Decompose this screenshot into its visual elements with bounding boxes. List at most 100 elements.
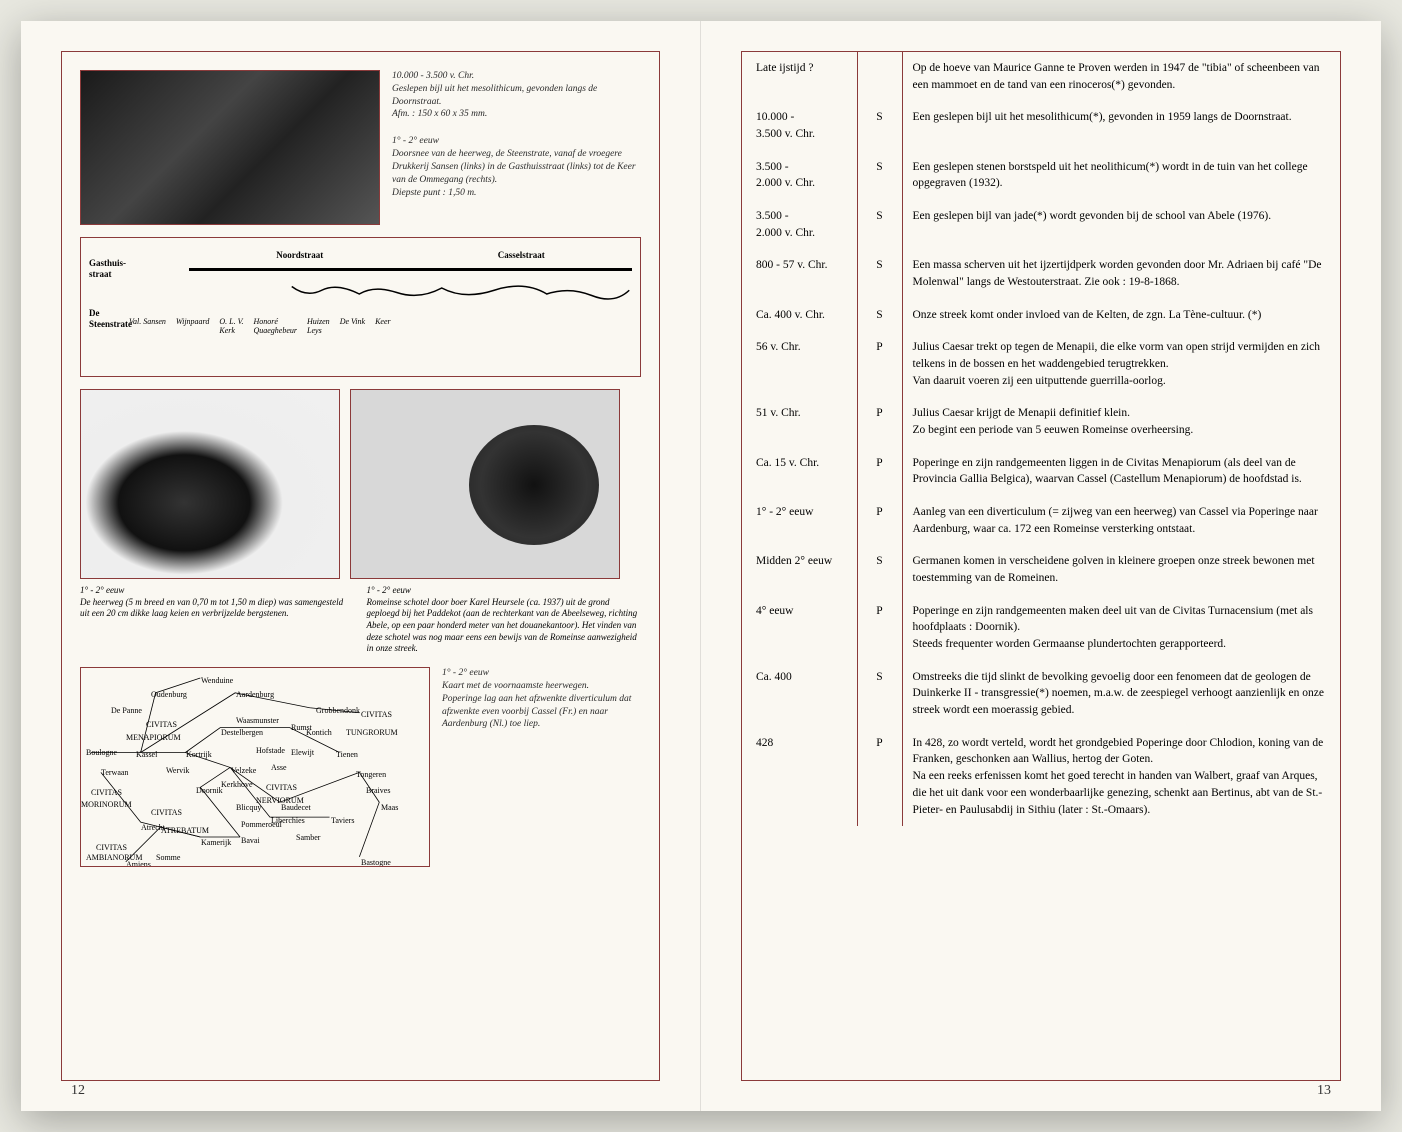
timeline-desc: Een massa scherven uit het ijzertijdperk… [902,249,1340,298]
dish-caption: 1° - 2° eeuw Romeinse schotel door boer … [367,585,642,655]
map-label: Kassel [136,750,157,759]
timeline-desc: Op de hoeve van Maurice Ganne te Proven … [902,52,1340,101]
map-label: Kortrijk [186,750,212,759]
timeline-frame: Late ijstijd ? Op de hoeve van Maurice Ga… [741,51,1341,1081]
timeline-mark: S [857,299,902,332]
timeline-desc: Omstreeks die tijd slinkt de bevolking g… [902,661,1340,727]
timeline-row: 3.500 - 2.000 v. Chr.SEen geslepen bijl … [742,200,1340,249]
timeline-date: Midden 2° eeuw [742,545,857,594]
map-label: Kerkhove [221,780,253,789]
map-label: Velzeke [231,766,256,775]
map-head: 1° - 2° eeuw [442,667,641,680]
map-label: CIVITAS [91,788,122,797]
timeline-date: 1° - 2° eeuw [742,496,857,545]
map-label: Doornik [196,786,223,795]
stones-photo [80,389,340,579]
stones-head: 1° - 2° eeuw [80,585,124,595]
map-label: Taviers [331,816,354,825]
timeline-desc: Onze streek komt onder invloed van de Ke… [902,299,1340,332]
timeline-row: 1° - 2° eeuwPAanleg van een diverticulum… [742,496,1340,545]
timeline-mark: S [857,151,902,200]
map-label: Waasmunster [236,716,279,725]
timeline-row: Ca. 400 v. Chr.SOnze streek komt onder i… [742,299,1340,332]
timeline-row: 800 - 57 v. Chr.SEen massa scherven uit … [742,249,1340,298]
map-label: Oudenburg [151,690,187,699]
map-label: Boulogne [86,748,117,757]
axe-caption: 10.000 - 3.500 v. Chr. Geslepen bijl uit… [392,70,641,225]
map-label: Bastogne [361,858,391,867]
axe-photo [80,70,380,225]
timeline-date: Ca. 400 [742,661,857,727]
map-label: Destelbergen [221,728,263,737]
db-2: O. L. V. Kerk [219,317,243,335]
map-label: CIVITAS [96,843,127,852]
map-label: Somme [156,853,180,862]
timeline-mark: P [857,331,902,397]
diagram-bottom-labels: Val. Sansen Wijnpaard O. L. V. Kerk Hono… [129,317,632,335]
timeline-desc: Een geslepen bijl van jade(*) wordt gevo… [902,200,1340,249]
map-label: CIVITAS [146,720,177,729]
timeline-mark: P [857,727,902,826]
dish-head: 1° - 2° eeuw [367,585,411,595]
diagram-profile [189,279,732,309]
timeline-desc: Poperinge en zijn randgemeenten maken de… [902,595,1340,661]
map-label: Elewijt [291,748,314,757]
timeline-desc: In 428, zo wordt verteld, wordt het gron… [902,727,1340,826]
timeline-mark: S [857,200,902,249]
db-6: Keer [375,317,391,335]
timeline-date: Ca. 400 v. Chr. [742,299,857,332]
map-label: Amiens [126,860,151,867]
map-caption: 1° - 2° eeuw Kaart met de voornaamste he… [442,667,641,867]
map-label: CIVITAS [266,783,297,792]
timeline-mark: P [857,496,902,545]
timeline-mark: S [857,249,902,298]
map-label: Bavai [241,836,260,845]
timeline-mark: S [857,545,902,594]
timeline-mark: S [857,101,902,150]
axe-cap-head1: 10.000 - 3.500 v. Chr. [392,70,641,83]
diagram-label-steenstrate: De Steenstrate [89,308,132,330]
timeline-row: 56 v. Chr.PJulius Caesar trekt op tegen … [742,331,1340,397]
db-0: Val. Sansen [129,317,166,335]
map-label: Baudecet [281,803,311,812]
axe-cap-body1: Geslepen bijl uit het mesolithicum, gevo… [392,83,641,121]
page-number-right: 13 [1317,1083,1331,1099]
map-label: ATREBATUM [161,826,209,835]
diagram-road-line [189,268,632,271]
timeline-date: 10.000 - 3.500 v. Chr. [742,101,857,150]
timeline-row: Late ijstijd ? Op de hoeve van Maurice Ga… [742,52,1340,101]
timeline-mark: P [857,447,902,496]
timeline-row: 3.500 - 2.000 v. Chr.SEen geslepen stene… [742,151,1340,200]
page-left-frame: 10.000 - 3.500 v. Chr. Geslepen bijl uit… [61,51,660,1081]
stones-body: De heerweg (5 m breed en van 0,70 m tot … [80,597,343,619]
map-block: WenduineOudenburgAardenburgDe PanneCIVIT… [80,667,641,867]
timeline-row: 51 v. Chr.PJulius Caesar krijgt de Menap… [742,397,1340,446]
timeline-date: Ca. 15 v. Chr. [742,447,857,496]
artifact-captions: 1° - 2° eeuw De heerweg (5 m breed en va… [80,585,641,655]
book-spread: 10.000 - 3.500 v. Chr. Geslepen bijl uit… [21,21,1381,1111]
timeline-desc: Germanen komen in verscheidene golven in… [902,545,1340,594]
map-label: Wenduine [201,676,233,685]
map-label: Tongeren [356,770,386,779]
map-label: MENAPIORUM [126,733,181,742]
timeline-desc: Een geslepen bijl uit het mesolithicum(*… [902,101,1340,150]
page-left: 10.000 - 3.500 v. Chr. Geslepen bijl uit… [21,21,701,1111]
map-label: Blicquy [236,803,261,812]
timeline-date: 428 [742,727,857,826]
artifacts-row [80,389,641,579]
diagram-top-1: Noordstraat [276,250,323,260]
db-5: De Vink [340,317,365,335]
timeline-date: Late ijstijd ? [742,52,857,101]
axe-cap-head2: 1° - 2° eeuw [392,135,641,148]
diagram-label-gasthuis: Gasthuis- straat [89,258,126,280]
db-4: Huizen Leys [307,317,330,335]
timeline-row: 10.000 - 3.500 v. Chr.SEen geslepen bijl… [742,101,1340,150]
page-number-left: 12 [71,1083,85,1099]
cross-section-diagram: Gasthuis- straat Noordstraat Casselstraa… [80,237,641,377]
timeline-row: Ca. 400SOmstreeks die tijd slinkt de bev… [742,661,1340,727]
timeline-mark: P [857,595,902,661]
diagram-top-labels: Noordstraat Casselstraat [189,250,632,260]
timeline-table: Late ijstijd ? Op de hoeve van Maurice Ga… [742,52,1340,826]
map-label: Maas [381,803,398,812]
map-label: MORINORUM [81,800,132,809]
